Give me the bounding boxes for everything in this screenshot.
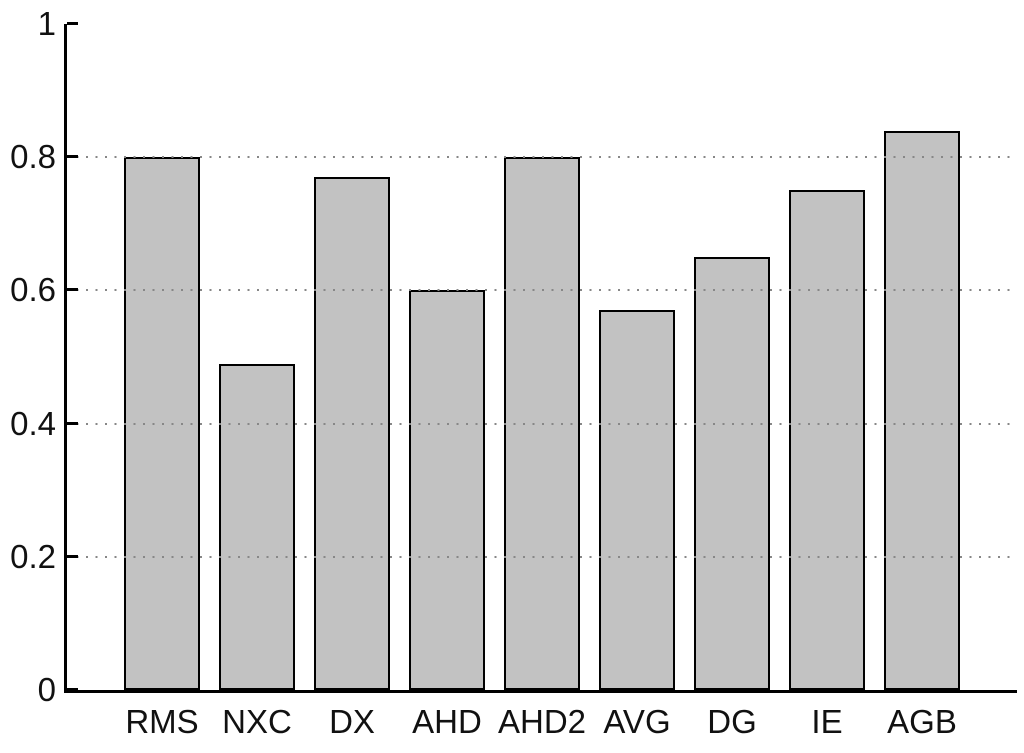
bar-dg: [694, 257, 770, 690]
gridline-y-0.8: [67, 156, 1017, 158]
y-tick-label-0.6: 0.6: [10, 271, 56, 308]
x-category-label-ahd: AHD: [412, 703, 482, 740]
y-tick-label-0.2: 0.2: [10, 538, 56, 575]
y-tick-mark-0.6: [67, 288, 78, 291]
y-tick-mark-0.2: [67, 555, 78, 558]
gridline-y-0.2: [67, 556, 1017, 558]
y-tick-label-0.8: 0.8: [10, 138, 56, 175]
x-category-label-ahd2: AHD2: [497, 703, 587, 740]
gridline-y-0.4: [67, 423, 1017, 425]
bar-ahd: [409, 290, 485, 690]
x-category-label-dg: DG: [707, 703, 757, 740]
bar-agb: [884, 131, 960, 690]
gridline-y-0.6: [67, 289, 1017, 291]
x-category-label-avg: AVG: [603, 703, 671, 740]
bar-dx: [314, 177, 390, 690]
y-tick-mark-0.4: [67, 422, 78, 425]
x-category-label-agb: AGB: [887, 703, 957, 740]
y-tick-mark-1: [67, 22, 78, 25]
y-tick-label-1: 1: [37, 5, 56, 42]
x-category-label-nxc: NXC: [222, 703, 292, 740]
y-tick-mark-0.8: [67, 155, 78, 158]
y-tick-label-0.4: 0.4: [10, 405, 56, 442]
plot-area: [64, 22, 1017, 693]
x-category-label-rms: RMS: [125, 703, 199, 740]
y-tick-label-0: 0: [37, 671, 56, 708]
x-category-label-dx: DX: [329, 703, 375, 740]
bar-nxc: [219, 364, 295, 690]
y-tick-mark-0: [67, 688, 78, 691]
bar-avg: [599, 310, 675, 690]
x-category-label-ie: IE: [811, 703, 843, 740]
bar-ie: [789, 190, 865, 690]
